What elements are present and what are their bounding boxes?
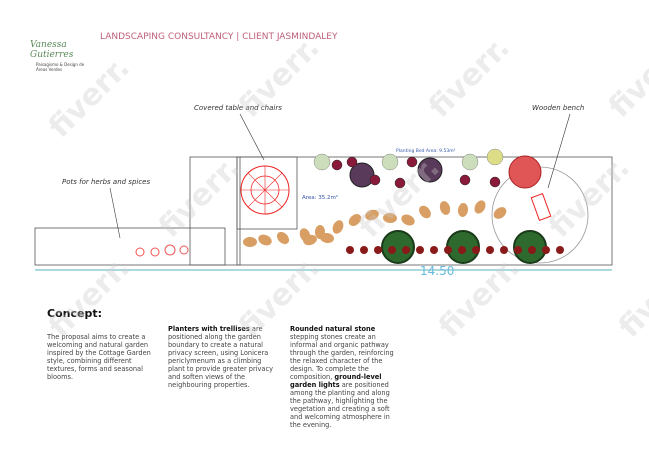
chair	[247, 172, 266, 191]
stepping-stone	[457, 203, 469, 217]
logo-name: Vanessa Gutierres	[30, 40, 74, 60]
paragraph: The proposal aims to create a welcoming …	[47, 333, 151, 381]
shrub	[381, 230, 415, 264]
flower	[459, 174, 471, 186]
patio-left	[34, 227, 226, 266]
pot	[164, 244, 176, 256]
red-plant	[374, 246, 382, 254]
chair	[247, 189, 266, 208]
label: Area: 35.2m²	[302, 194, 338, 201]
leader	[239, 113, 265, 161]
red-plant	[528, 246, 536, 254]
stepping-stone	[348, 214, 362, 226]
flower	[489, 176, 501, 188]
stepping-stone	[439, 201, 451, 215]
red-plant	[416, 246, 424, 254]
stepping-stone	[303, 234, 317, 246]
flower	[394, 177, 406, 189]
red-plant	[388, 246, 396, 254]
stepping-stone	[365, 209, 379, 221]
pot	[150, 247, 160, 257]
red-plant	[542, 246, 550, 254]
stepping-stone	[401, 214, 415, 226]
logo-tagline: Paisagismo & Design de Áreas Verdes	[36, 62, 85, 72]
plant	[313, 153, 331, 171]
label: Covered table and chairs	[194, 104, 282, 112]
stepping-stone	[419, 205, 431, 219]
chair	[264, 189, 283, 208]
red-plant	[556, 246, 564, 254]
plant	[417, 157, 443, 183]
bold: ground-level garden lights	[290, 373, 382, 389]
covered-area	[236, 156, 298, 230]
label: Pots for herbs and spices	[62, 178, 150, 186]
tree	[508, 155, 542, 189]
flower	[331, 159, 343, 171]
pot	[179, 245, 189, 255]
red-plant	[458, 246, 466, 254]
red-plant	[346, 246, 354, 254]
header-title: LANDSCAPING CONSULTANCY | CLIENT JASMIND…	[100, 32, 338, 42]
stepping-stone	[258, 234, 272, 246]
red-plant	[430, 246, 438, 254]
flower	[369, 174, 381, 186]
leader	[547, 113, 571, 189]
plant	[381, 153, 399, 171]
label: Wooden bench	[532, 104, 584, 112]
stepping-stone	[493, 207, 507, 219]
plant	[486, 148, 504, 166]
plant	[461, 153, 479, 171]
red-plant	[500, 246, 508, 254]
red-plant	[472, 246, 480, 254]
flower	[406, 156, 418, 168]
red-plant	[402, 246, 410, 254]
leader	[109, 187, 121, 239]
paragraph: Rounded natural stone stepping stones cr…	[290, 325, 395, 429]
bold: Planters with trellises	[168, 325, 250, 333]
chair	[264, 172, 283, 191]
house-wall	[189, 156, 241, 266]
stepping-stone	[474, 200, 486, 214]
red-plant	[514, 246, 522, 254]
stepping-stone	[320, 232, 334, 244]
text: stepping stones create an informal and o…	[290, 333, 394, 381]
red-plant	[360, 246, 368, 254]
bench	[530, 193, 552, 221]
dimension-label: 14.50	[420, 264, 454, 278]
text: are positioned along the garden boundary…	[168, 325, 273, 389]
bold: Rounded natural stone	[290, 325, 376, 333]
stepping-stone	[383, 212, 397, 224]
label: Planting Bed Area: 9.53m²	[396, 148, 456, 154]
flower	[346, 156, 358, 168]
paragraph: Planters with trellises are positioned a…	[168, 325, 273, 389]
text: are positioned among the planting and al…	[290, 381, 390, 429]
pot	[135, 247, 145, 257]
concept-title: Concept:	[47, 307, 102, 320]
stepping-stone	[243, 237, 257, 247]
red-plant	[444, 246, 452, 254]
stepping-stone	[276, 231, 290, 245]
red-plant	[486, 246, 494, 254]
stepping-stone	[332, 220, 344, 234]
